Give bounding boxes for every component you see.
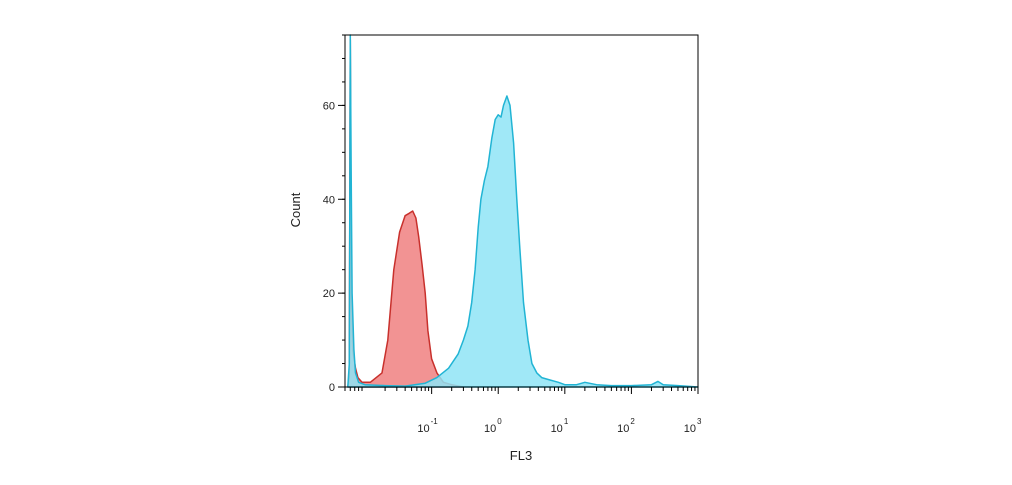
x-tick-exponent: 2 [630, 417, 635, 426]
y-tick-label: 0 [329, 382, 335, 394]
series-area-1 [347, 38, 465, 388]
series-area-2 [347, 34, 699, 388]
y-tick-label: 20 [323, 288, 335, 300]
series-layer [347, 34, 699, 388]
x-tick-label: 10 [617, 423, 629, 435]
x-tick-exponent: -1 [431, 417, 439, 426]
x-tick-label: 10 [684, 423, 696, 435]
y-tick-label: 40 [323, 194, 335, 206]
x-tick-exponent: 3 [697, 417, 702, 426]
x-tick-label: 10 [484, 423, 496, 435]
x-tick-label: 10 [417, 423, 429, 435]
y-axis-ticks: 0 20 40 60 [323, 100, 345, 394]
y-tick-label: 60 [323, 100, 335, 112]
plot-frame [344, 34, 699, 388]
x-tick-exponent: 1 [564, 417, 569, 426]
x-axis-title: FL3 [510, 448, 532, 463]
y-axis-title: Count [288, 192, 303, 227]
x-tick-exponent: 0 [497, 417, 502, 426]
x-tick-label: 10 [551, 423, 563, 435]
